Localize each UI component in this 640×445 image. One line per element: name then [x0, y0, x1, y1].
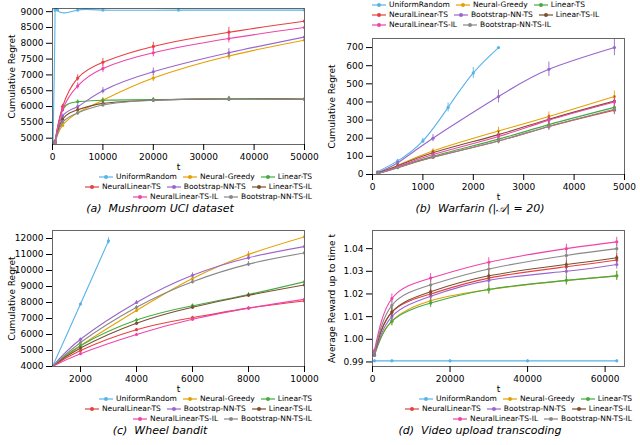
svg-text:1.04: 1.04	[343, 244, 363, 254]
svg-text:500: 500	[346, 79, 363, 89]
html-text:Linear-TS: Linear-TS	[277, 394, 312, 403]
html-text:Linear-TS: Linear-TS	[277, 172, 312, 181]
svg-text:1000: 1000	[411, 182, 434, 192]
html-text:UniformRandom: UniformRandom	[389, 0, 450, 9]
svg-text:600: 600	[346, 61, 363, 71]
svg-text:50000: 50000	[290, 152, 319, 162]
html-text:(c) Wheel bandit: (c) Wheel bandit	[112, 424, 208, 437]
html-text:(a) Mushroom UCI dataset: (a) Mushroom UCI dataset	[86, 202, 234, 215]
html-text:(b) Warfarin (|𝒜| = 20): (b) Warfarin (|𝒜| = 20)	[415, 202, 545, 215]
svg-text:4000: 4000	[21, 361, 44, 371]
html-text:Bootstrap-NN-TS-IL: Bootstrap-NN-TS-IL	[561, 414, 632, 423]
html-text:(d) Video upload transcoding: (d) Video upload transcoding	[398, 424, 562, 437]
svg-text:300: 300	[346, 115, 363, 125]
svg-text:2000: 2000	[462, 182, 485, 192]
html-text:NeuralLinear-TS: NeuralLinear-TS	[101, 404, 161, 413]
html-text:NeuralLinear-TS-IL: NeuralLinear-TS-IL	[389, 20, 457, 29]
html-text:Neural-Greedy: Neural-Greedy	[472, 0, 528, 9]
svg-text:7000: 7000	[21, 313, 44, 323]
svg-text:11000: 11000	[15, 249, 44, 259]
svg-text:8000: 8000	[21, 38, 44, 48]
svg-text:6000: 6000	[181, 374, 204, 384]
svg-text:1.02: 1.02	[343, 289, 363, 299]
html-text:Neural-Greedy: Neural-Greedy	[199, 394, 255, 403]
html-text:Bootstrap-NN-TS-IL: Bootstrap-NN-TS-IL	[241, 414, 312, 423]
html-text:Bootstrap-NN-TS-IL: Bootstrap-NN-TS-IL	[480, 20, 551, 29]
html-text:Linear-TS-IL: Linear-TS-IL	[268, 404, 312, 413]
svg-text:8500: 8500	[21, 22, 44, 32]
html-text:UniformRandom: UniformRandom	[436, 394, 497, 403]
svg-text:5500: 5500	[21, 117, 44, 127]
svg-text:30000: 30000	[189, 152, 218, 162]
svg-text:12000: 12000	[15, 233, 44, 243]
svg-text:9000: 9000	[21, 281, 44, 291]
html-text:Linear-TS: Linear-TS	[550, 0, 585, 9]
svg-text:10000: 10000	[89, 152, 118, 162]
svg-text:2000: 2000	[69, 374, 92, 384]
svg-text:0: 0	[370, 182, 376, 192]
html-text:Bootstrap-NN-TS: Bootstrap-NN-TS	[470, 10, 533, 19]
svg-text:t: t	[497, 384, 501, 394]
svg-text:Cumulative Regret: Cumulative Regret	[7, 34, 17, 118]
svg-text:5000: 5000	[21, 133, 44, 143]
svg-text:0: 0	[358, 169, 364, 179]
html-text:Bootstrap-NN-TS: Bootstrap-NN-TS	[503, 404, 566, 413]
html-text:NeuralLinear-TS: NeuralLinear-TS	[421, 404, 481, 413]
svg-text:1.00: 1.00	[343, 334, 363, 344]
svg-text:t: t	[177, 162, 181, 172]
svg-text:8000: 8000	[21, 297, 44, 307]
svg-text:20000: 20000	[139, 152, 168, 162]
svg-text:400: 400	[346, 97, 363, 107]
svg-text:5000: 5000	[21, 345, 44, 355]
svg-text:3000: 3000	[512, 182, 535, 192]
svg-text:0: 0	[370, 374, 376, 384]
html-text:NeuralLinear-TS: NeuralLinear-TS	[389, 10, 448, 19]
html-text:NeuralLinear-TS-IL: NeuralLinear-TS-IL	[150, 192, 219, 201]
html-text:Linear-TS-IL: Linear-TS-IL	[588, 404, 632, 413]
svg-text:8000: 8000	[237, 374, 260, 384]
html-text:Bootstrap-NN-TS-IL: Bootstrap-NN-TS-IL	[241, 192, 312, 201]
svg-text:Cumulative Regret: Cumulative Regret	[327, 64, 337, 148]
svg-text:Cumulative Regret: Cumulative Regret	[7, 256, 17, 340]
html-text:UniformRandom: UniformRandom	[116, 394, 177, 403]
svg-text:t: t	[497, 192, 501, 202]
svg-text:1.03: 1.03	[343, 266, 363, 276]
svg-text:4000: 4000	[125, 374, 148, 384]
svg-text:100: 100	[346, 151, 363, 161]
svg-text:4000: 4000	[563, 182, 586, 192]
html-text:Linear-TS-IL: Linear-TS-IL	[268, 182, 312, 191]
html-text:NeuralLinear-TS-IL: NeuralLinear-TS-IL	[150, 414, 219, 423]
html-text:UniformRandom: UniformRandom	[116, 172, 177, 181]
html-text:Bootstrap-NN-TS: Bootstrap-NN-TS	[183, 182, 246, 191]
svg-text:6000: 6000	[21, 101, 44, 111]
svg-text:1.01: 1.01	[343, 312, 363, 322]
svg-text:6500: 6500	[21, 86, 44, 96]
svg-text:40000: 40000	[240, 152, 269, 162]
html-text:Linear-TS: Linear-TS	[597, 394, 632, 403]
svg-text:5000: 5000	[613, 182, 636, 192]
svg-text:0.99: 0.99	[343, 357, 363, 367]
html-text:Linear-TS-IL: Linear-TS-IL	[555, 10, 600, 19]
svg-text:10000: 10000	[290, 374, 319, 384]
html-text:NeuralLinear-TS-IL: NeuralLinear-TS-IL	[470, 414, 539, 423]
svg-text:6000: 6000	[21, 329, 44, 339]
svg-text:700: 700	[346, 42, 363, 52]
svg-text:t: t	[177, 384, 181, 394]
svg-text:Average Reward up to time t: Average Reward up to time t	[327, 233, 337, 363]
html-text:Bootstrap-NN-TS: Bootstrap-NN-TS	[183, 404, 246, 413]
html-text:Neural-Greedy: Neural-Greedy	[519, 394, 575, 403]
html-text:Neural-Greedy: Neural-Greedy	[199, 172, 255, 181]
svg-text:40000: 40000	[513, 374, 542, 384]
svg-text:7000: 7000	[21, 70, 44, 80]
html-text:NeuralLinear-TS: NeuralLinear-TS	[101, 182, 161, 191]
svg-text:20000: 20000	[436, 374, 465, 384]
svg-text:10000: 10000	[15, 265, 44, 275]
svg-text:9000: 9000	[21, 7, 44, 17]
svg-text:200: 200	[346, 133, 363, 143]
svg-text:60000: 60000	[591, 374, 620, 384]
svg-text:7500: 7500	[21, 54, 44, 64]
svg-text:0: 0	[50, 152, 56, 162]
